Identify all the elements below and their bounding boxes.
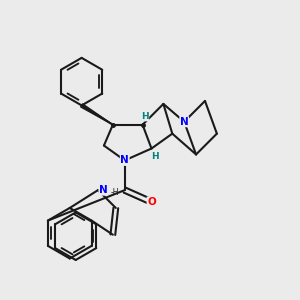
Text: N: N [180,117,189,127]
Text: -H: -H [110,188,119,197]
Text: N: N [99,185,108,195]
Text: O: O [147,197,156,207]
Text: H: H [151,152,158,161]
Text: N: N [120,155,129,165]
Polygon shape [81,104,113,125]
Text: H: H [141,112,149,121]
